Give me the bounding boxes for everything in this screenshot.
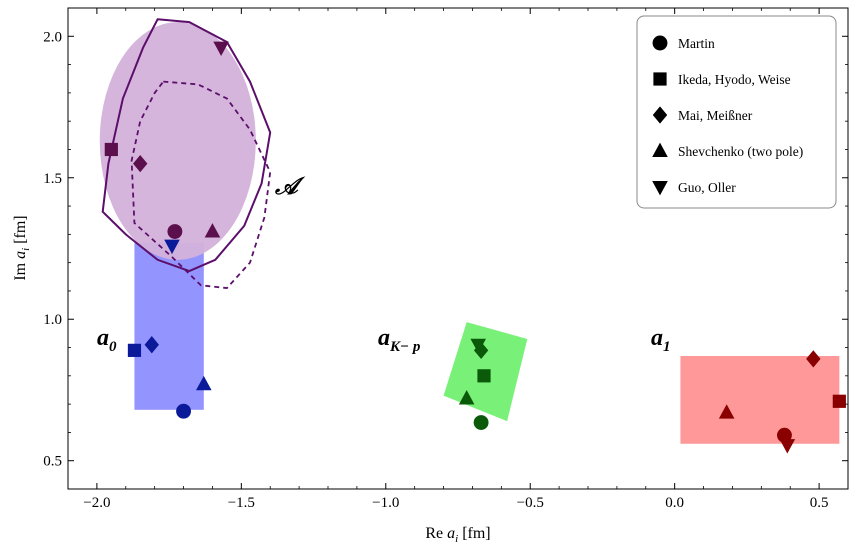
region-A	[99, 22, 256, 260]
region-label-A: 𝒜	[274, 174, 306, 200]
point-ikeda-hyodo-weise-2	[477, 369, 491, 383]
point-guo-oller-3	[779, 439, 796, 454]
legend-marker-shevchenko-two-pole	[652, 142, 668, 157]
legend-label-mai-mei-ner: Mai, Meißner	[678, 108, 753, 123]
point-guo-oller-0	[213, 41, 229, 57]
legend-box	[636, 15, 837, 209]
x-tick-label: −1.5	[228, 495, 255, 511]
y-tick-label: 0.5	[43, 454, 62, 470]
region-a1	[680, 356, 840, 444]
legend-label-shevchenko-two-pole: Shevchenko (two pole)	[678, 144, 803, 159]
legend-marker-martin	[652, 35, 668, 51]
axis-ticks: −2.0 −1.5 −1.0 −0.5 0.0 0.5 0.5 1.0 1.5 2.0	[43, 7, 849, 511]
legend-label-ikeda-hyodo-weise: Ikeda, Hyodo, Weise	[678, 72, 791, 87]
region-a0	[134, 242, 204, 410]
contour-dashed	[130, 80, 272, 290]
x-tick-label: −2.0	[83, 495, 110, 511]
point-ikeda-hyodo-weise-1	[127, 343, 142, 357]
point-shevchenko-two-pole-2	[458, 390, 475, 405]
y-tick-label: 1.5	[43, 171, 62, 187]
point-shevchenko-two-pole-0	[204, 223, 221, 238]
point-ikeda-hyodo-weise-3	[832, 394, 846, 408]
point-martin-3	[777, 427, 792, 443]
x-axis-title: Re ai [fm]	[425, 525, 490, 545]
contour-layer	[101, 18, 272, 290]
legend-marker-guo-oller	[652, 181, 668, 196]
point-guo-oller-2	[470, 338, 487, 354]
point-martin-0	[167, 224, 183, 239]
legend-marker-mai-mei-ner	[652, 106, 668, 124]
point-martin-2	[473, 415, 489, 430]
x-tick-label: −1.0	[372, 495, 399, 511]
point-mai-mei-ner-3	[806, 350, 821, 368]
x-tick-label: 0.5	[810, 495, 829, 511]
legend: Martin Ikeda, Hyodo, Weise Mai, Meißner She…	[636, 15, 837, 209]
legend-label-martin: Martin	[678, 36, 715, 51]
point-guo-oller-1	[164, 239, 180, 255]
legend-marker-ikeda-hyodo-weise	[653, 72, 667, 86]
y-tick-label: 2.0	[43, 29, 62, 45]
point-mai-mei-ner-0	[133, 154, 148, 173]
point-ikeda-hyodo-weise-0	[104, 142, 118, 157]
point-shevchenko-two-pole-1	[195, 375, 212, 391]
plot-frame	[67, 7, 849, 490]
x-tick-label: 0.0	[665, 495, 684, 511]
y-tick-label: 1.0	[43, 312, 62, 328]
point-shevchenko-two-pole-3	[718, 404, 735, 419]
contour-solid	[101, 18, 272, 273]
y-axis-title: Im ai [fm]	[12, 215, 32, 280]
point-mai-mei-ner-1	[144, 336, 159, 354]
point-martin-1	[176, 403, 191, 419]
x-tick-label: −0.5	[517, 495, 544, 511]
region-label-a1: a1	[651, 325, 671, 355]
legend-label-guo-oller: Guo, Oller	[678, 180, 736, 195]
marker-layer	[104, 41, 846, 454]
region-label-a0: a0	[97, 325, 117, 355]
region-label-akp: aK− p	[378, 325, 421, 355]
